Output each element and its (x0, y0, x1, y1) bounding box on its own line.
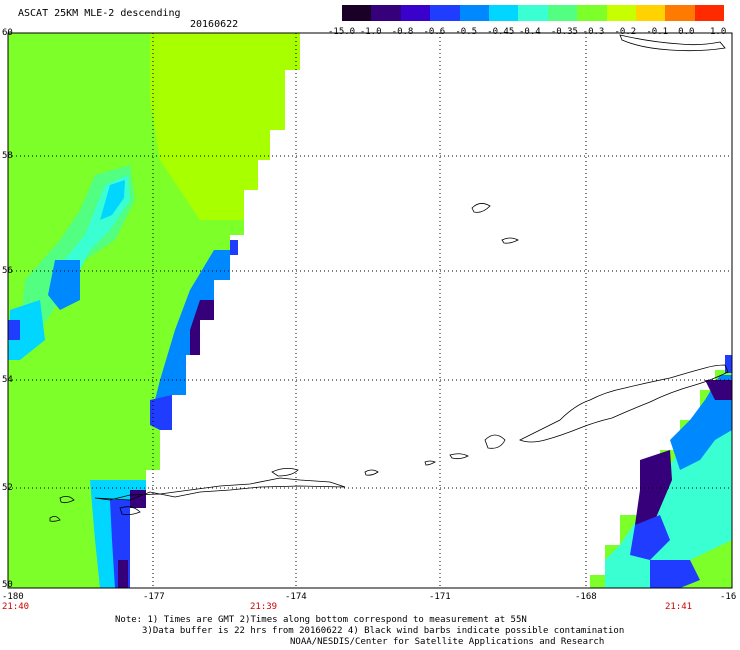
time-label-3: 21:41 (665, 602, 693, 612)
coastline (49, 34, 729, 522)
time-label-2: 21:39 (250, 602, 278, 612)
plot-frame (7, 32, 733, 589)
lat-label-50: 50 (2, 580, 13, 590)
lon-label-177: -177 (143, 592, 165, 602)
lat-label-58: 58 (2, 151, 13, 161)
note-line-1: Note: 1) Times are GMT 2)Times along bot… (115, 615, 527, 625)
lon-label-16: -16 (720, 592, 737, 602)
colorbar (342, 5, 725, 21)
colorbar-label: -15.0 (328, 27, 356, 37)
colorbar-swatch (547, 5, 578, 21)
left-swath (8, 33, 300, 588)
colorbar-swatch (488, 5, 519, 21)
map-date: 20160622 (190, 19, 239, 30)
colorbar-label: -0.4 (519, 27, 541, 37)
lon-label-168: -168 (575, 592, 597, 602)
lon-label-174: -174 (285, 592, 307, 602)
colorbar-swatch (400, 5, 431, 21)
lon-label-171: -171 (429, 592, 451, 602)
colorbar-swatch (342, 5, 372, 21)
lat-label-52: 52 (2, 483, 13, 493)
colorbar-swatch (459, 5, 489, 21)
note-line-3: NOAA/NESDIS/Center for Satellite Applica… (290, 637, 605, 647)
graticule (8, 33, 732, 588)
lon-label-180: -180 (2, 592, 24, 602)
colorbar-label: -0.8 (391, 27, 414, 37)
lat-label-54: 54 (2, 375, 13, 385)
colorbar-label: -0.5 (455, 27, 478, 37)
colorbar-label: -0.6 (423, 27, 446, 37)
lat-label-60: 60 (2, 28, 13, 38)
colorbar-label: -0.2 (614, 27, 637, 37)
colorbar-swatch (694, 5, 725, 21)
time-label-1: 21:40 (2, 602, 30, 612)
colorbar-label: -0.3 (582, 27, 605, 37)
colorbar-swatch (606, 5, 636, 21)
colorbar-swatch (371, 5, 401, 21)
colorbar-label: -1.0 (359, 27, 382, 37)
right-swath (590, 355, 732, 588)
colorbar-label: 0.0 (678, 27, 695, 37)
colorbar-swatch (577, 5, 607, 21)
colorbar-swatch (430, 5, 460, 21)
colorbar-swatch (635, 5, 666, 21)
footnotes: Note: 1) Times are GMT 2)Times along bot… (0, 615, 740, 648)
colorbar-label: -0.45 (487, 27, 515, 37)
colorbar-swatch (518, 5, 548, 21)
colorbar-label: -0.1 (646, 27, 669, 37)
note-line-2: 3)Data buffer is 22 hrs from 20160622 4)… (142, 626, 625, 636)
map-title: ASCAT 25KM MLE-2 descending (18, 8, 181, 19)
lat-label-56: 56 (2, 266, 13, 276)
colorbar-swatch (665, 5, 695, 21)
colorbar-label: -0.35 (550, 27, 578, 37)
colorbar-label: 1.0 (710, 27, 727, 37)
